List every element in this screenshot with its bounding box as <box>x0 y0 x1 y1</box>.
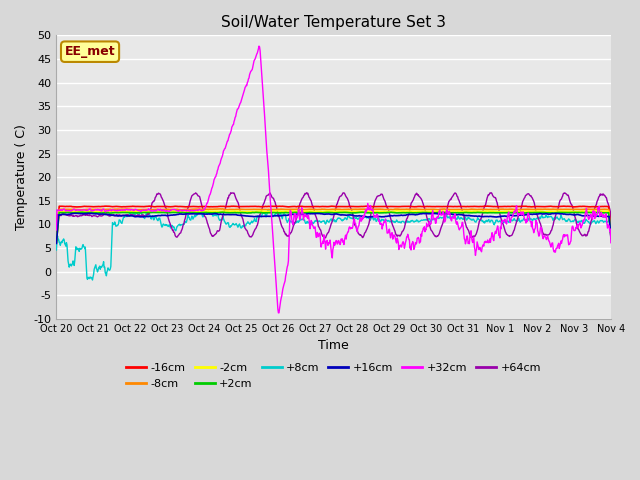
Text: EE_met: EE_met <box>65 45 115 58</box>
Y-axis label: Temperature ( C): Temperature ( C) <box>15 124 28 230</box>
X-axis label: Time: Time <box>318 339 349 352</box>
Title: Soil/Water Temperature Set 3: Soil/Water Temperature Set 3 <box>221 15 446 30</box>
Legend: -16cm, -8cm, -2cm, +2cm, +8cm, +16cm, +32cm, +64cm: -16cm, -8cm, -2cm, +2cm, +8cm, +16cm, +3… <box>122 359 545 393</box>
